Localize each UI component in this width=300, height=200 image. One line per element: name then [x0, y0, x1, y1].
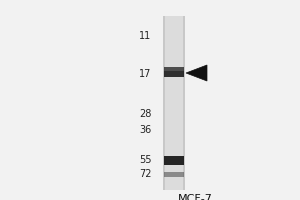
- Bar: [165, 16, 183, 190]
- Text: 28: 28: [139, 109, 152, 119]
- Bar: [164, 71, 184, 77]
- Text: 17: 17: [139, 69, 152, 79]
- Text: MCF-7: MCF-7: [178, 194, 212, 200]
- Bar: [164, 67, 184, 71]
- Bar: [164, 156, 184, 164]
- Text: 55: 55: [139, 155, 152, 165]
- Bar: [164, 16, 184, 190]
- Polygon shape: [186, 65, 207, 81]
- Text: 72: 72: [139, 169, 152, 179]
- Bar: [164, 171, 184, 176]
- Text: 11: 11: [139, 31, 152, 41]
- Text: 36: 36: [139, 125, 152, 135]
